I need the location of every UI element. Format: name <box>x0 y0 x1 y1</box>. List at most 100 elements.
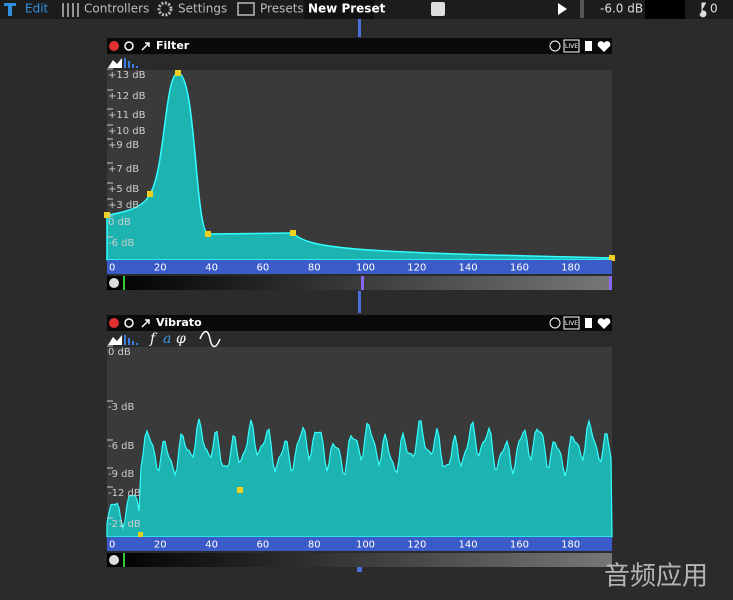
control-point[interactable] <box>104 212 110 218</box>
random-button[interactable] <box>431 2 445 16</box>
x-label: 80 <box>308 540 321 551</box>
delete-button[interactable] <box>585 318 592 328</box>
favorite-button[interactable] <box>597 41 611 52</box>
expand-button[interactable] <box>141 319 150 328</box>
note-icon <box>699 2 707 18</box>
volume-label: -6.0 dB <box>600 2 643 16</box>
y-label: +5 dB <box>108 184 139 195</box>
x-label: 180 <box>561 540 580 551</box>
control-point[interactable] <box>290 230 296 236</box>
live-box[interactable] <box>563 316 580 330</box>
panel-title: Filter <box>156 39 190 52</box>
y-label: +11 dB <box>108 110 146 121</box>
mod-bar <box>107 276 612 290</box>
x-label: 140 <box>459 540 478 551</box>
control-point[interactable] <box>138 532 143 537</box>
watermark: 音频应用 <box>604 562 708 592</box>
controllers-label: Controllers <box>84 2 149 16</box>
connector <box>357 567 362 572</box>
presets-label: Presets <box>260 2 304 16</box>
vibrato-wave <box>106 418 613 538</box>
y-label: +13 dB <box>108 70 146 81</box>
y-label: -3 dB <box>108 402 134 413</box>
x-label: 20 <box>154 540 167 551</box>
power-button[interactable] <box>124 318 134 328</box>
control-point[interactable] <box>175 70 181 76</box>
expand-button[interactable] <box>141 42 150 51</box>
info-button[interactable] <box>549 40 561 52</box>
x-label: 40 <box>205 540 218 551</box>
x-label: 120 <box>407 540 426 551</box>
x-label: 80 <box>308 263 321 274</box>
spectrum-icon <box>124 58 138 68</box>
control-point[interactable] <box>147 191 153 197</box>
view-icon <box>108 335 122 345</box>
y-label: +3 dB <box>108 200 139 211</box>
y-label: +10 dB <box>108 126 146 137</box>
power-button[interactable] <box>124 41 134 51</box>
panels: Filter LIVE +13 dB +12 dB +11 dB +10 dB +9 dB +… <box>104 38 615 567</box>
spectrum-icon <box>124 335 138 345</box>
x-label: 140 <box>459 263 478 274</box>
close-button[interactable] <box>109 41 119 51</box>
panel-header <box>107 315 612 331</box>
x-label: 100 <box>356 263 375 274</box>
view-icon <box>108 58 122 68</box>
preset-name-box[interactable] <box>304 0 374 19</box>
y-label: -12 dB <box>108 488 141 499</box>
x-label: 160 <box>510 263 529 274</box>
volume-slider[interactable] <box>580 0 584 18</box>
play-button[interactable] <box>558 3 567 15</box>
sub-header <box>107 331 612 347</box>
panel-header <box>107 38 612 54</box>
x-axis-bar <box>107 537 612 551</box>
info-button[interactable] <box>549 317 561 329</box>
y-label: -9 dB <box>108 469 134 480</box>
sub-header <box>107 54 612 70</box>
control-point[interactable] <box>205 231 211 237</box>
param-symbol[interactable]: φ <box>176 331 186 347</box>
x-label: 180 <box>561 263 580 274</box>
param-symbol[interactable]: a <box>163 331 171 347</box>
x-label: 20 <box>154 263 167 274</box>
y-label: 0 dB <box>108 347 131 358</box>
edit-tab[interactable]: Edit <box>4 2 49 17</box>
presets-tab[interactable]: Presets <box>237 2 304 16</box>
panel-title: Vibrato <box>156 316 202 329</box>
x-label: 60 <box>257 540 270 551</box>
favorite-button[interactable] <box>597 318 611 329</box>
x-label: 160 <box>510 540 529 551</box>
y-label: -6 dB <box>108 238 134 249</box>
y-label: +12 dB <box>108 91 146 102</box>
settings-label: Settings <box>178 2 227 16</box>
presets-icon <box>237 2 255 16</box>
edit-icon <box>4 3 16 16</box>
mod-icon[interactable] <box>109 555 119 565</box>
mod-marker <box>123 553 125 567</box>
y-label: +7 dB <box>108 164 139 175</box>
mod-marker <box>123 276 125 290</box>
delete-button[interactable] <box>585 41 592 51</box>
y-label: -21 dB <box>108 519 141 530</box>
preset-name: New Preset <box>308 2 386 16</box>
live-label: LIVE <box>565 320 578 327</box>
live-box[interactable] <box>563 39 580 53</box>
x-label: 120 <box>407 263 426 274</box>
x-label: 40 <box>205 263 218 274</box>
x-axis-bar <box>107 260 612 274</box>
control-point[interactable] <box>237 487 243 493</box>
live-label: LIVE <box>565 43 578 50</box>
settings-icon <box>157 1 173 17</box>
y-label: -6 dB <box>108 441 134 452</box>
mod-icon[interactable] <box>109 278 119 288</box>
controllers-icon <box>62 3 79 17</box>
wave-icon[interactable] <box>199 330 221 348</box>
x-label: 0 <box>109 263 115 274</box>
connector <box>358 19 361 37</box>
close-button[interactable] <box>109 318 119 328</box>
settings-tab[interactable]: Settings <box>157 1 227 17</box>
controllers-tab[interactable]: Controllers <box>62 2 149 18</box>
param-symbol[interactable]: f <box>149 331 158 347</box>
control-point[interactable] <box>609 255 615 261</box>
edit-label: Edit <box>25 2 49 16</box>
